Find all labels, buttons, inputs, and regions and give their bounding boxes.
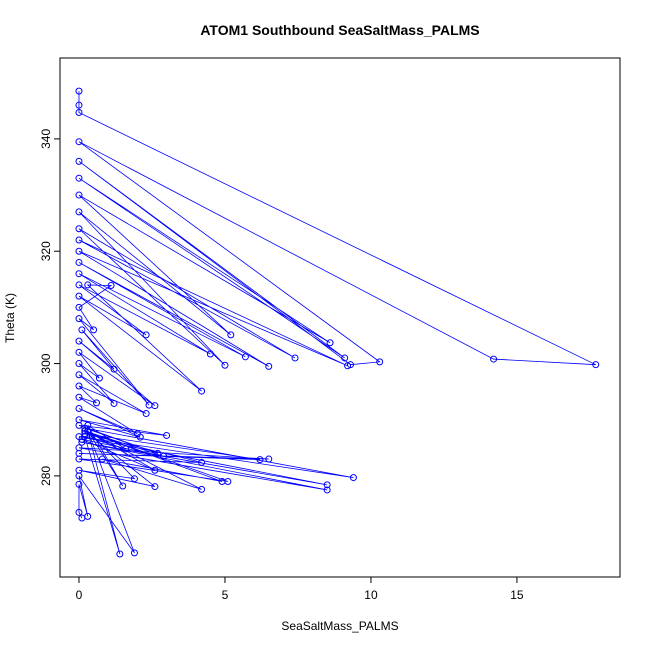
data-point [75,270,83,278]
data-point [265,455,273,463]
x-tick-label: 5 [222,588,229,602]
data-point [151,483,159,491]
data-point [122,445,130,453]
data-point [198,485,206,493]
data-point [75,174,83,182]
data-point [98,455,106,463]
data-point [75,480,83,488]
y-axis-label: Theta (K) [3,293,17,343]
x-axis-label: SeaSaltMass_PALMS [281,619,398,633]
data-point [84,427,92,435]
data-point [75,157,83,165]
data-point [90,326,98,334]
data-point [75,247,83,255]
data-point [75,472,83,480]
data-point [326,339,334,347]
x-tick-label: 0 [76,588,83,602]
data-point [151,402,159,410]
data-point [323,481,331,489]
plot-frame [59,57,621,578]
data-point [75,303,83,311]
data-point [163,431,171,439]
data-point [75,382,83,390]
data-point [256,456,264,464]
y-tick-label: 300 [39,353,53,373]
data-point [221,361,229,369]
data-point [110,399,118,407]
data-point [341,354,349,362]
chart-title: ATOM1 Southbound SeaSaltMass_PALMS [200,22,479,38]
data-point [376,358,384,366]
data-point [75,191,83,199]
data-point [344,362,352,370]
y-tick-label: 340 [39,129,53,149]
data-point [198,458,206,466]
data-point [116,550,124,558]
data-point [75,455,83,463]
data-point [110,365,118,373]
data-point [291,354,299,362]
data-point [78,438,86,446]
data-point [218,478,226,486]
x-tick-label: 10 [364,588,378,602]
data-point [107,281,115,289]
data-point [75,281,83,289]
data-point [75,360,83,368]
data-line [78,91,596,555]
data-point [349,474,357,482]
data-point [227,331,235,339]
data-point [75,371,83,379]
data-point [75,404,83,412]
data-point [75,508,83,516]
data-point [75,138,83,146]
data-point [490,355,498,363]
data-point [75,208,83,216]
data-point [130,549,138,557]
data-point [75,337,83,345]
data-point [75,108,83,116]
data-point [75,292,83,300]
data-point [206,350,214,358]
data-point [75,258,83,266]
data-point [75,225,83,233]
data-point [75,393,83,401]
data-point [84,281,92,289]
data-point [154,449,162,457]
data-point [136,433,144,441]
data-point [198,387,206,395]
x-tick-label: 15 [510,588,524,602]
data-point [241,353,249,361]
data-point [92,399,100,407]
data-point [130,475,138,483]
data-point [151,466,159,474]
data-point [75,421,83,429]
data-point [75,315,83,323]
data-point [95,374,103,382]
data-point [142,410,150,418]
data-point [75,236,83,244]
data-point [78,326,86,334]
data-point [119,482,127,490]
y-tick-label: 280 [39,466,53,486]
data-point [142,331,150,339]
data-point [75,87,83,95]
data-point [265,362,273,370]
data-point [78,514,86,522]
data-point [75,348,83,356]
y-tick-label: 320 [39,241,53,261]
data-point [75,101,83,109]
data-point [160,452,168,460]
data-point [592,361,600,369]
data-point [323,486,331,494]
data-point [81,433,89,441]
